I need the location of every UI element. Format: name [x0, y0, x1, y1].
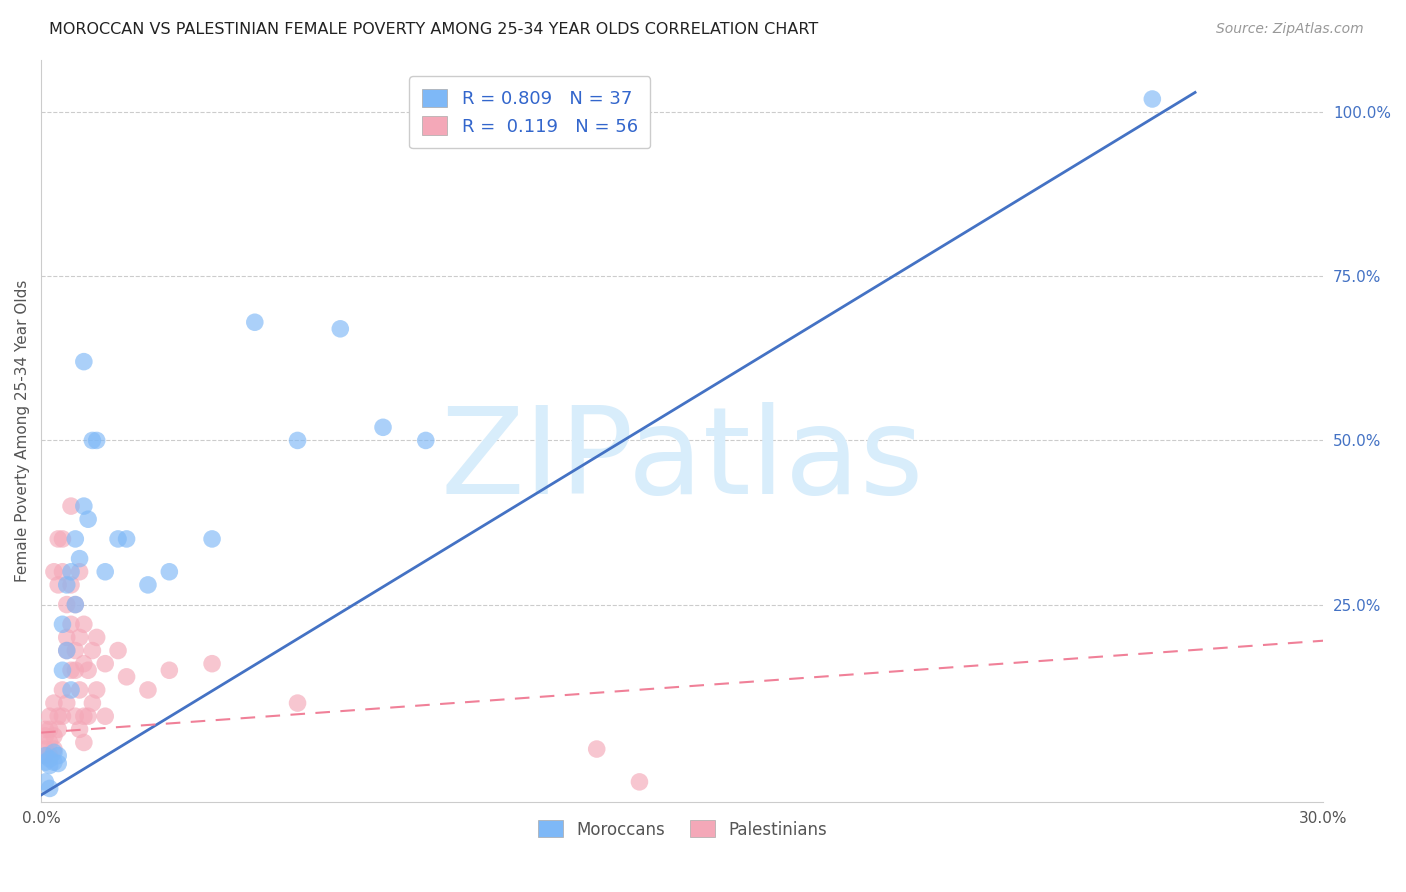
Point: [73, 354, 96, 368]
Point: [34, 755, 56, 769]
Point: [42, 742, 65, 756]
Point: [42, 729, 65, 743]
Point: [38, 758, 60, 772]
Point: [82, 643, 104, 657]
Point: [585, 742, 607, 756]
Point: [77, 709, 100, 723]
Point: [86, 434, 108, 448]
Point: [157, 565, 180, 579]
Point: [55, 643, 77, 657]
Point: [34, 723, 56, 737]
Point: [1142, 92, 1164, 106]
Point: [107, 532, 129, 546]
Point: [46, 709, 69, 723]
Point: [73, 735, 96, 749]
Point: [38, 752, 60, 766]
Point: [65, 709, 87, 723]
Point: [46, 748, 69, 763]
Point: [136, 578, 159, 592]
Point: [415, 434, 437, 448]
Point: [69, 682, 91, 697]
Point: [65, 598, 87, 612]
Point: [38, 781, 60, 796]
Point: [69, 631, 91, 645]
Point: [51, 617, 73, 632]
Point: [77, 512, 100, 526]
Point: [585, 105, 607, 120]
Point: [51, 565, 73, 579]
Legend: Moroccans, Palestinians: Moroccans, Palestinians: [531, 814, 834, 846]
Point: [136, 682, 159, 697]
Point: [51, 663, 73, 677]
Point: [34, 775, 56, 789]
Point: [46, 532, 69, 546]
Point: [82, 696, 104, 710]
Point: [115, 670, 138, 684]
Point: [34, 748, 56, 763]
Point: [73, 709, 96, 723]
Point: [55, 643, 77, 657]
Point: [60, 565, 83, 579]
Point: [38, 709, 60, 723]
Point: [82, 434, 104, 448]
Point: [60, 578, 83, 592]
Point: [38, 723, 60, 737]
Point: [34, 748, 56, 763]
Point: [69, 551, 91, 566]
Point: [60, 663, 83, 677]
Point: [86, 631, 108, 645]
Point: [34, 742, 56, 756]
Point: [55, 631, 77, 645]
Point: [115, 532, 138, 546]
Point: [51, 682, 73, 697]
Point: [65, 663, 87, 677]
Point: [46, 756, 69, 771]
Point: [46, 578, 69, 592]
Point: [287, 434, 309, 448]
Y-axis label: Female Poverty Among 25-34 Year Olds: Female Poverty Among 25-34 Year Olds: [15, 279, 30, 582]
Point: [86, 682, 108, 697]
Point: [38, 748, 60, 763]
Point: [243, 315, 266, 329]
Point: [371, 420, 394, 434]
Point: [60, 499, 83, 513]
Point: [55, 598, 77, 612]
Point: [329, 322, 352, 336]
Point: [51, 532, 73, 546]
Point: [94, 565, 117, 579]
Point: [69, 723, 91, 737]
Point: [42, 745, 65, 759]
Point: [201, 657, 224, 671]
Point: [34, 729, 56, 743]
Point: [201, 532, 224, 546]
Text: MOROCCAN VS PALESTINIAN FEMALE POVERTY AMONG 25-34 YEAR OLDS CORRELATION CHART: MOROCCAN VS PALESTINIAN FEMALE POVERTY A…: [49, 22, 818, 37]
Point: [42, 696, 65, 710]
Point: [51, 709, 73, 723]
Point: [65, 643, 87, 657]
Point: [69, 565, 91, 579]
Point: [94, 709, 117, 723]
Point: [94, 657, 117, 671]
Point: [73, 617, 96, 632]
Point: [73, 499, 96, 513]
Point: [73, 657, 96, 671]
Point: [42, 755, 65, 769]
Point: [65, 598, 87, 612]
Point: [60, 682, 83, 697]
Point: [628, 775, 651, 789]
Point: [42, 565, 65, 579]
Point: [55, 578, 77, 592]
Point: [38, 735, 60, 749]
Point: [46, 723, 69, 737]
Point: [107, 643, 129, 657]
Text: ZIPatlas: ZIPatlas: [440, 401, 924, 519]
Text: Source: ZipAtlas.com: Source: ZipAtlas.com: [1216, 22, 1364, 37]
Point: [60, 617, 83, 632]
Point: [77, 663, 100, 677]
Point: [55, 696, 77, 710]
Point: [157, 663, 180, 677]
Point: [287, 696, 309, 710]
Point: [65, 532, 87, 546]
